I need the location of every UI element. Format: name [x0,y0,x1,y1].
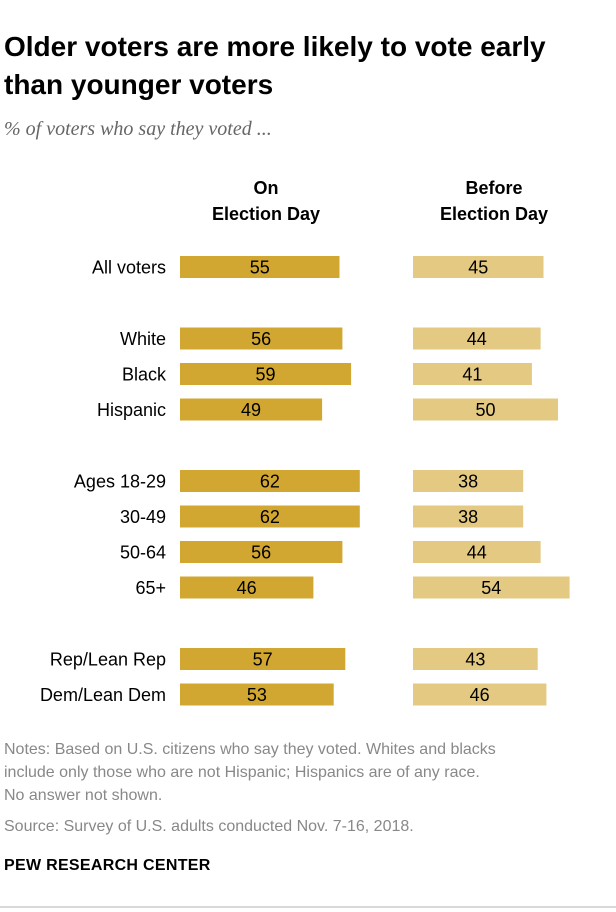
value-label-before-election-day-black: 41 [462,365,482,385]
category-label-50-64: 50-64 [120,543,166,563]
category-label-hispanic: Hispanic [97,400,166,420]
value-label-before-election-day-30-49: 38 [458,507,478,527]
category-label-65: 65+ [135,578,166,598]
chart-source: Source: Survey of U.S. adults conducted … [4,818,414,835]
bar-before-election-day-black [413,363,532,385]
value-label-before-election-day-rep-lean-rep: 43 [465,650,485,670]
bar-on-election-day-ages-18-29 [180,470,360,492]
bar-before-election-day-65 [413,576,570,599]
chart-subtitle: % of voters who say they voted ... [4,118,272,140]
value-label-before-election-day-ages-18-29: 38 [458,472,478,492]
bar-before-election-day-ages-18-29 [413,470,524,492]
value-label-before-election-day-65: 54 [481,578,501,598]
chart-title: Older voters are more likely to vote ear… [4,31,546,100]
notes-line-1: Notes: Based on U.S. citizens who say th… [4,741,496,758]
value-label-on-election-day-rep-lean-rep: 57 [253,650,273,670]
value-label-on-election-day-all-voters: 55 [250,258,270,278]
bar-before-election-day-hispanic [413,398,558,421]
value-label-on-election-day-dem-lean-dem: 53 [247,685,267,705]
value-label-on-election-day-hispanic: 49 [241,400,261,420]
bar-on-election-day-all-voters [180,256,340,278]
category-label-white: White [120,329,166,349]
bar-before-election-day-30-49 [413,505,524,528]
value-label-on-election-day-50-64: 56 [251,543,271,563]
value-label-on-election-day-30-49: 62 [260,507,280,527]
value-label-before-election-day-hispanic: 50 [475,400,495,420]
bar-on-election-day-30-49 [180,505,360,528]
notes-line-2: include only those who are not Hispanic;… [4,764,480,781]
value-label-on-election-day-ages-18-29: 62 [260,472,280,492]
notes-line-3: No answer not shown. [4,787,163,804]
bar-on-election-day-hispanic [180,398,323,421]
bar-before-election-day-dem-lean-dem [413,683,547,706]
column-header-before-election-day-line1: Before [465,178,523,198]
bar-before-election-day-50-64 [413,541,541,563]
value-label-before-election-day-dem-lean-dem: 46 [470,685,490,705]
category-label-rep-lean-rep: Rep/Lean Rep [50,650,166,670]
category-label-ages-18-29: Ages 18-29 [74,472,166,492]
category-label-dem-lean-dem: Dem/Lean Dem [40,685,166,705]
column-header-election-day-line1: On [253,178,279,198]
value-label-on-election-day-65: 46 [237,578,257,598]
bar-on-election-day-50-64 [180,541,343,563]
column-header-before-election-day-line2: Election Day [439,204,549,224]
column-header-election-day: On Election Day [166,175,366,227]
value-label-before-election-day-50-64: 44 [467,543,487,563]
bar-before-election-day-all-voters [413,256,544,278]
bar-on-election-day-dem-lean-dem [180,683,334,706]
bar-before-election-day-rep-lean-rep [413,648,538,670]
category-label-black: Black [122,365,167,385]
category-label-all-voters: All voters [92,258,166,278]
pew-research-center-logo: PEW RESEARCH CENTER [4,857,211,874]
category-label-30-49: 30-49 [120,507,166,527]
bar-on-election-day-rep-lean-rep [180,648,346,670]
bar-on-election-day-65 [180,576,314,599]
bar-on-election-day-black [180,363,352,385]
value-label-on-election-day-white: 56 [251,329,271,349]
column-header-election-day-line2: Election Day [211,204,321,224]
column-header-before-election-day: Before Election Day [394,175,594,227]
bar-before-election-day-white [413,327,541,350]
bottom-divider [0,906,616,908]
chart-notes: Notes: Based on U.S. citizens who say th… [4,738,612,807]
bar-on-election-day-white [180,327,343,350]
value-label-before-election-day-all-voters: 45 [468,258,488,278]
value-label-before-election-day-white: 44 [467,329,487,349]
value-label-on-election-day-black: 59 [256,365,276,385]
